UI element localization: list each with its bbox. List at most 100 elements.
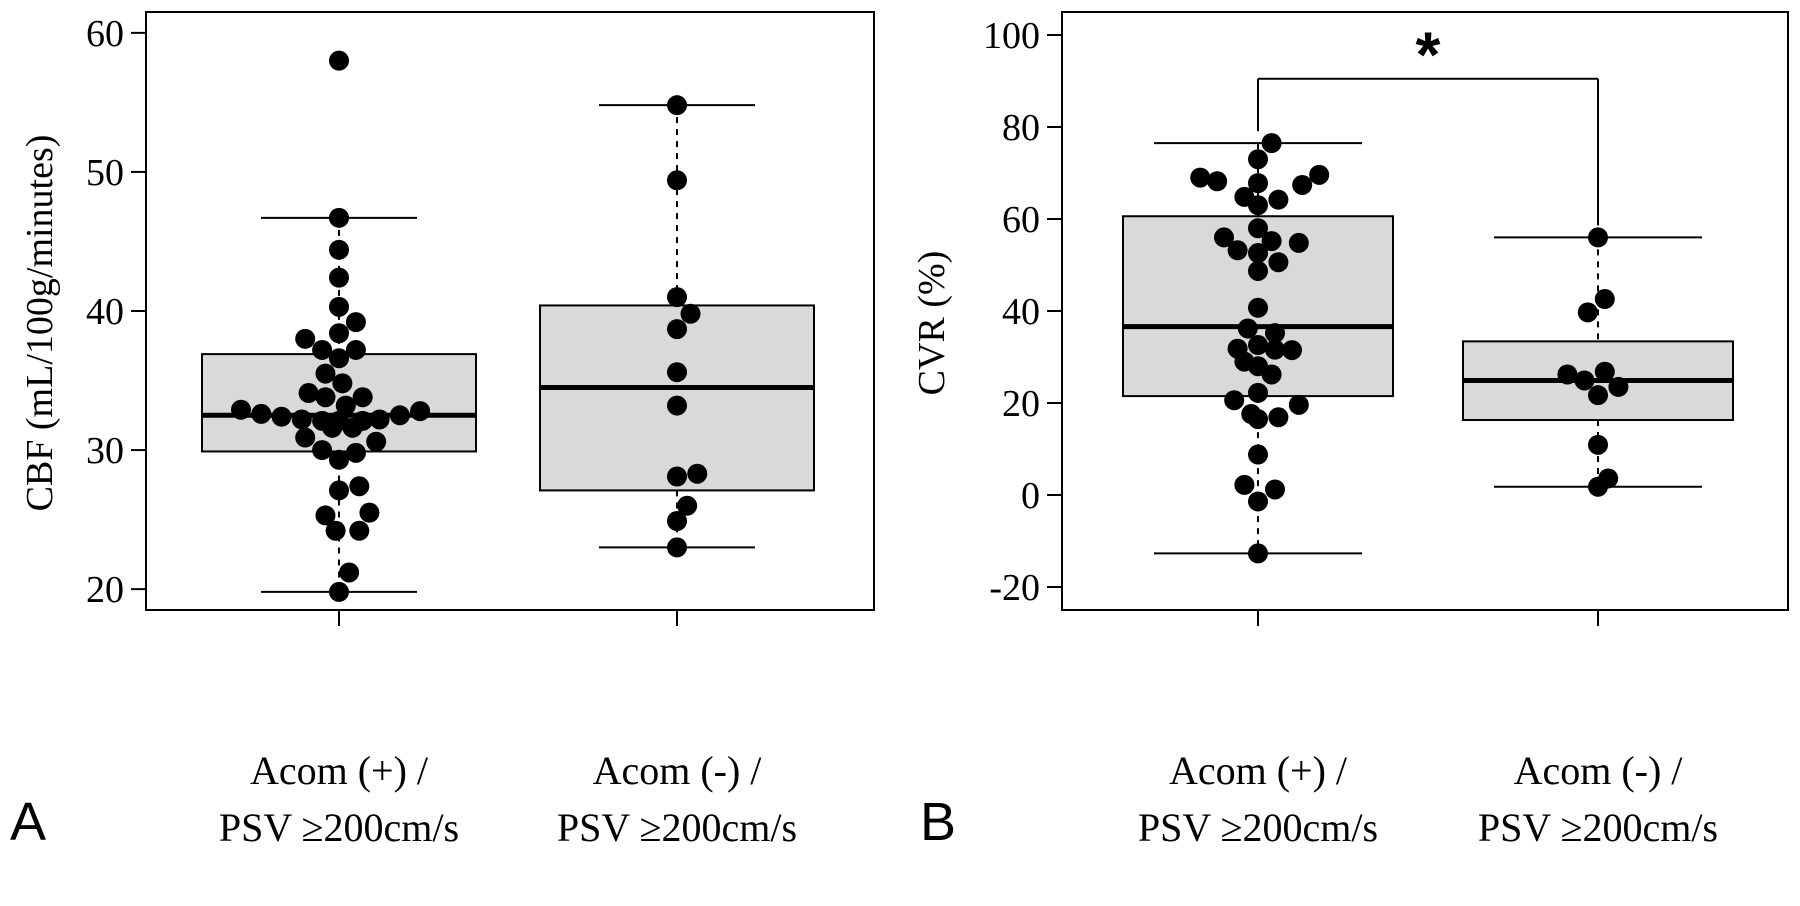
- y-axis-title: CVR (%): [911, 251, 953, 396]
- data-point: [315, 387, 336, 408]
- data-point: [329, 50, 349, 71]
- data-point: [667, 537, 687, 558]
- data-point: [1309, 164, 1330, 185]
- data-point: [329, 296, 349, 317]
- data-point: [312, 339, 333, 360]
- panel-letter: A: [10, 792, 46, 852]
- data-point: [329, 348, 349, 369]
- data-point: [359, 502, 380, 523]
- data-point: [1268, 407, 1289, 428]
- data-point: [352, 387, 373, 408]
- data-point: [389, 405, 410, 426]
- data-point: [271, 406, 292, 427]
- data-point: [366, 431, 387, 452]
- data-point: [1248, 173, 1268, 194]
- data-point: [667, 395, 687, 416]
- data-point: [329, 323, 349, 344]
- data-point: [230, 399, 251, 420]
- x-category-label: PSV ≥200cm/s: [1138, 805, 1378, 850]
- y-tick-label: 20: [86, 569, 124, 611]
- data-point: [1234, 474, 1255, 495]
- data-point: [345, 312, 366, 333]
- data-point: [315, 505, 336, 526]
- data-point: [1588, 227, 1608, 248]
- data-point: [335, 395, 356, 416]
- data-point: [1588, 476, 1608, 497]
- data-point: [322, 417, 343, 438]
- data-point: [1557, 364, 1578, 385]
- data-point: [329, 449, 349, 470]
- data-point: [315, 363, 336, 384]
- panel-letter: B: [920, 792, 956, 852]
- data-point: [677, 495, 698, 516]
- data-point: [687, 463, 708, 484]
- data-point: [1265, 479, 1285, 500]
- data-point: [1577, 302, 1598, 323]
- data-point: [295, 328, 316, 349]
- panel-b-cvr-boxplot: -20 0 20 40 60 80 100 CVR (%) Acom (+) / PSV ≥200…: [911, 11, 1789, 852]
- data-point: [329, 581, 349, 602]
- data-point: [329, 239, 349, 260]
- data-point: [680, 303, 701, 324]
- data-point: [1207, 171, 1228, 192]
- data-point: [325, 520, 346, 541]
- data-point: [251, 403, 272, 424]
- y-tick-label: 40: [1002, 291, 1040, 333]
- y-tick-label: 80: [1002, 107, 1040, 149]
- y-tick-label: 40: [86, 291, 124, 333]
- y-tick-label: 50: [86, 152, 124, 194]
- data-point: [349, 520, 370, 541]
- data-point: [1248, 218, 1268, 239]
- y-tick-label: 20: [1002, 383, 1040, 425]
- data-point: [1248, 382, 1268, 403]
- data-point: [1224, 390, 1245, 411]
- data-point: [667, 510, 687, 531]
- data-point: [1248, 491, 1268, 512]
- data-point: [339, 562, 360, 583]
- y-tick-label: 60: [86, 13, 124, 55]
- x-category-label: PSV ≥200cm/s: [557, 805, 797, 850]
- data-point: [1268, 189, 1289, 210]
- data-point: [1227, 240, 1248, 261]
- data-point: [1594, 289, 1615, 310]
- data-point: [1248, 543, 1268, 564]
- data-point: [291, 409, 312, 430]
- x-category-label: Acom (+) /: [250, 748, 429, 793]
- data-point: [1261, 133, 1282, 154]
- y-tick-label: 0: [1021, 475, 1040, 517]
- data-point: [1594, 361, 1615, 382]
- data-point: [1288, 394, 1309, 415]
- data-point: [1248, 297, 1268, 318]
- data-point: [1190, 167, 1211, 188]
- data-point: [1248, 195, 1268, 216]
- data-point: [1292, 174, 1313, 195]
- x-category-label: Acom (+) /: [1169, 748, 1348, 793]
- data-point: [332, 373, 353, 394]
- data-point: [1248, 335, 1268, 356]
- data-point: [667, 319, 687, 340]
- data-point: [1574, 370, 1595, 391]
- y-tick-label: -20: [989, 567, 1040, 609]
- data-point: [1268, 252, 1289, 273]
- data-point: [1265, 339, 1285, 360]
- data-point: [369, 409, 390, 430]
- data-point: [1261, 231, 1282, 252]
- data-point: [312, 440, 333, 461]
- data-point: [329, 480, 349, 501]
- data-point: [667, 362, 687, 383]
- data-point: [345, 442, 366, 463]
- data-point: [1237, 318, 1258, 339]
- data-point: [342, 417, 363, 438]
- data-point: [345, 339, 366, 360]
- data-point: [1248, 149, 1268, 170]
- data-point: [329, 207, 349, 228]
- y-tick-label: 60: [1002, 199, 1040, 241]
- data-point: [667, 287, 687, 308]
- data-point: [1248, 243, 1268, 264]
- data-point: [349, 476, 370, 497]
- y-tick-label: 30: [86, 430, 124, 472]
- y-axis-title: CBF (mL/100g/minutes): [19, 135, 61, 512]
- x-category-label: Acom (-) /: [593, 748, 763, 793]
- data-point: [1588, 434, 1608, 455]
